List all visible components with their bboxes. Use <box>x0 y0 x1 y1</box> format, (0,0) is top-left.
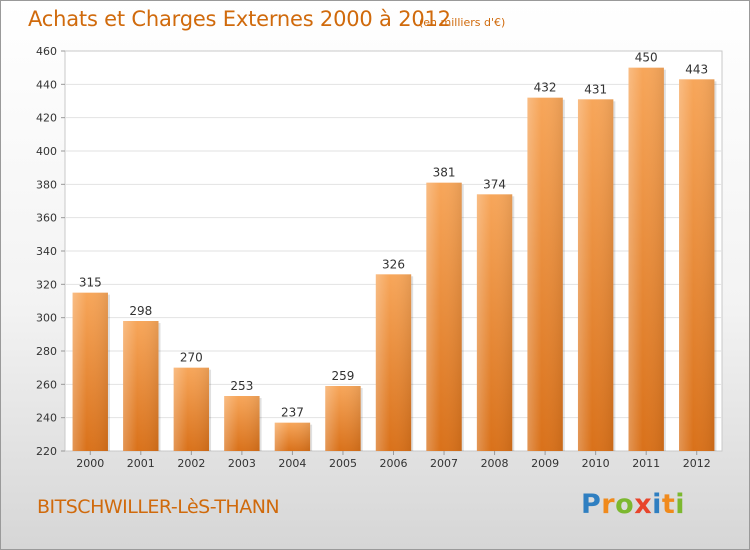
bar-shine <box>426 182 462 451</box>
bar <box>426 182 464 451</box>
data-label: 298 <box>129 304 152 318</box>
bar-shine <box>224 396 260 451</box>
data-label: 270 <box>180 351 203 365</box>
city-name: BITSCHWILLER-LèS-THANN <box>37 496 280 518</box>
bar <box>375 274 414 451</box>
data-label: 237 <box>281 406 304 420</box>
y-tick-label: 400 <box>36 145 57 158</box>
bar <box>476 194 515 452</box>
data-label: 326 <box>382 257 405 271</box>
bar-shine <box>123 321 159 451</box>
x-tick-label: 2003 <box>228 457 256 470</box>
x-tick-label: 2011 <box>632 457 660 470</box>
y-tick-label: 300 <box>36 312 57 325</box>
data-label: 431 <box>584 82 607 96</box>
y-tick-label: 280 <box>36 345 57 358</box>
y-tick-label: 340 <box>36 245 57 258</box>
x-tick-label: 2009 <box>531 457 559 470</box>
x-tick-label: 2005 <box>329 457 357 470</box>
chart-subtitle: (en milliers d'€) <box>419 16 506 29</box>
y-tick-label: 460 <box>36 45 57 58</box>
logo-letter: r <box>601 489 616 520</box>
bar-shine <box>325 386 361 451</box>
data-label: 443 <box>685 62 708 76</box>
data-label: 315 <box>79 276 102 290</box>
bar <box>628 67 666 452</box>
y-tick-label: 440 <box>36 78 57 91</box>
bar-shine <box>476 194 513 452</box>
proxiti-logo: Proxiti <box>581 489 685 520</box>
logo-letter: i <box>675 489 686 520</box>
bar-shine <box>628 67 664 452</box>
y-tick-label: 380 <box>36 178 57 191</box>
y-tick-label: 360 <box>36 212 57 225</box>
bar-shine <box>679 79 715 451</box>
bar <box>72 292 110 451</box>
bar <box>224 396 262 451</box>
x-tick-label: 2001 <box>127 457 155 470</box>
bar <box>577 99 616 451</box>
logo-letter: t <box>661 489 676 520</box>
data-labels: 315 298 270 253 237 259 326 381 374 432 431 450 443 <box>79 51 708 420</box>
bar <box>123 321 161 451</box>
x-tick-label: 2000 <box>76 457 104 470</box>
data-label: 259 <box>332 369 355 383</box>
bar <box>274 422 313 451</box>
logo-letter: i <box>652 489 662 520</box>
x-tick-label: 2004 <box>278 457 306 470</box>
y-tick-label: 420 <box>36 112 57 125</box>
bar <box>173 367 212 451</box>
x-tick-label: 2002 <box>177 457 205 470</box>
bar-shine <box>527 97 563 452</box>
y-tick-label: 240 <box>36 412 57 425</box>
y-tick-label: 220 <box>36 445 57 458</box>
y-tick-label: 320 <box>36 278 57 291</box>
data-label: 432 <box>534 81 557 95</box>
bar-shine <box>274 422 311 451</box>
y-axis-ticks: 220 240 260 280 300 320 340 360 380 400 420 440 460 <box>36 45 65 458</box>
bar-shine <box>375 274 412 451</box>
y-tick-label: 260 <box>36 378 57 391</box>
x-tick-label: 2007 <box>430 457 458 470</box>
bars <box>72 67 717 452</box>
x-tick-label: 2006 <box>380 457 408 470</box>
data-label: 374 <box>483 177 506 191</box>
bar-shine <box>72 292 108 451</box>
x-tick-label: 2010 <box>582 457 610 470</box>
bar <box>679 79 717 451</box>
logo-letter: P <box>581 489 602 520</box>
bar-shine <box>577 99 614 451</box>
x-axis-ticks: 2000 2001 2002 2003 2004 2005 2006 2007 2008 2009… <box>76 451 711 470</box>
logo-letter: x <box>634 489 653 520</box>
x-tick-label: 2012 <box>683 457 711 470</box>
chart-title: Achats et Charges Externes 2000 à 2012 <box>28 7 451 31</box>
data-label: 381 <box>433 166 456 180</box>
logo-letter: o <box>615 489 635 520</box>
bar <box>527 97 565 452</box>
data-label: 253 <box>230 379 253 393</box>
x-tick-label: 2008 <box>481 457 509 470</box>
bar-shine <box>173 367 210 451</box>
data-label: 450 <box>635 51 658 65</box>
bar <box>325 386 363 451</box>
